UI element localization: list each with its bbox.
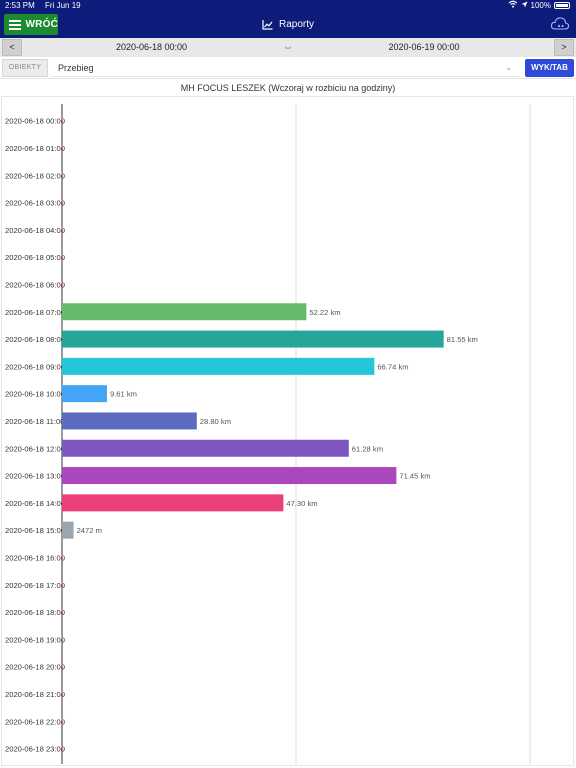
bar xyxy=(61,746,64,751)
y-tick-label: 2020-06-18 14:00 xyxy=(5,499,65,508)
y-tick-label: 2020-06-18 12:00 xyxy=(5,444,65,453)
y-tick-label: 2020-06-18 16:00 xyxy=(5,553,65,562)
cloud-icon[interactable] xyxy=(550,15,570,38)
data-label: 71.45 km xyxy=(399,472,430,481)
date-range-bar: < 2020-06-18 00:00 ⇔ 2020-06-19 00:00 > xyxy=(0,38,576,57)
status-time: 2:53 PM xyxy=(5,1,35,10)
y-tick-label: 2020-06-18 02:00 xyxy=(5,171,65,180)
data-label: 81.55 km xyxy=(447,335,478,344)
bar xyxy=(62,330,444,348)
bar xyxy=(62,412,197,430)
page-title: Raporty xyxy=(0,11,576,38)
bar xyxy=(62,439,349,457)
y-tick-label: 2020-06-18 13:00 xyxy=(5,472,65,481)
objects-button[interactable]: OBIEKTY xyxy=(2,59,48,77)
back-label: WRÓĆ xyxy=(25,19,58,30)
data-label: 52.22 km xyxy=(309,308,340,317)
y-tick-label: 2020-06-18 01:00 xyxy=(5,144,65,153)
data-label: 61.28 km xyxy=(352,444,383,453)
y-tick-label: 2020-06-18 08:00 xyxy=(5,335,65,344)
filter-bar: OBIEKTY Przebieg ⌄ WYK/TAB xyxy=(0,57,576,79)
data-label: 2472 m xyxy=(77,526,102,535)
bar xyxy=(62,385,107,403)
y-tick-label: 2020-06-18 04:00 xyxy=(5,226,65,235)
bar xyxy=(61,118,64,123)
data-label: 28.80 km xyxy=(200,417,231,426)
report-type-value: Przebieg xyxy=(58,63,94,73)
status-date: Fri Jun 19 xyxy=(45,1,81,10)
bar xyxy=(61,200,64,205)
battery-percent: 100% xyxy=(530,1,551,10)
back-button[interactable]: WRÓĆ xyxy=(4,14,58,35)
chart-table-toggle-button[interactable]: WYK/TAB xyxy=(525,59,574,77)
swap-icon[interactable]: ⇔ xyxy=(283,42,293,53)
bar xyxy=(61,637,64,642)
y-tick-label: 2020-06-18 07:00 xyxy=(5,308,65,317)
chart-area: 2020-06-18 00:00 2020-06-18 01:00 2020-06-… xyxy=(0,96,576,768)
data-label: 9.61 km xyxy=(110,390,137,399)
battery-icon xyxy=(554,2,570,9)
location-icon xyxy=(521,0,528,11)
data-label: 66.74 km xyxy=(377,362,408,371)
y-tick-label: 2020-06-18 10:00 xyxy=(5,390,65,399)
bar xyxy=(61,227,64,232)
y-tick-label: 2020-06-18 00:00 xyxy=(5,117,65,126)
bar xyxy=(62,494,284,512)
bar xyxy=(61,145,64,151)
data-label: 47.30 km xyxy=(286,499,317,508)
y-tick-label: 2020-06-18 19:00 xyxy=(5,635,65,644)
status-bar: 2:53 PM Fri Jun 19 100% xyxy=(0,0,576,11)
end-date-field[interactable]: 2020-06-19 00:00 xyxy=(388,42,460,52)
wifi-icon xyxy=(508,0,518,11)
y-tick-label: 2020-06-18 21:00 xyxy=(5,690,65,699)
y-tick-label: 2020-06-18 20:00 xyxy=(5,663,65,672)
bar xyxy=(61,582,64,587)
bar xyxy=(62,521,74,539)
bar xyxy=(62,467,397,485)
page-title-text: Raporty xyxy=(278,19,314,30)
bar xyxy=(61,691,64,697)
y-tick-label: 2020-06-18 09:00 xyxy=(5,362,65,371)
y-tick-label: 2020-06-18 18:00 xyxy=(5,608,65,617)
bar xyxy=(62,303,307,321)
bar xyxy=(62,357,375,375)
bar xyxy=(61,173,64,178)
y-tick-label: 2020-06-18 03:00 xyxy=(5,199,65,208)
bar xyxy=(61,609,64,615)
chevron-down-icon: ⌄ xyxy=(505,63,512,72)
chart-frame xyxy=(1,96,574,766)
menu-icon xyxy=(9,20,21,30)
bar xyxy=(61,719,64,724)
y-tick-label: 2020-06-18 06:00 xyxy=(5,280,65,289)
bar xyxy=(61,255,64,260)
next-day-button[interactable]: > xyxy=(554,39,574,56)
bar-chart: 2020-06-18 00:00 2020-06-18 01:00 2020-06-… xyxy=(5,104,531,764)
bar xyxy=(61,664,64,669)
y-tick-label: 2020-06-18 17:00 xyxy=(5,581,65,590)
report-type-select[interactable]: Przebieg ⌄ xyxy=(52,59,520,77)
y-tick-label: 2020-06-18 15:00 xyxy=(5,526,65,535)
start-date-field[interactable]: 2020-06-18 00:00 xyxy=(115,42,188,52)
app-header: WRÓĆ Raporty xyxy=(0,11,576,38)
bar xyxy=(61,282,64,287)
chart-title: MH FOCUS LESZEK (Wczoraj w rozbiciu na g… xyxy=(180,83,396,93)
bar xyxy=(61,555,64,560)
y-tick-label: 2020-06-18 11:00 xyxy=(5,417,64,426)
chart-icon xyxy=(262,19,273,30)
y-tick-label: 2020-06-18 22:00 xyxy=(5,717,65,726)
prev-day-button[interactable]: < xyxy=(2,39,22,56)
y-tick-label: 2020-06-18 23:00 xyxy=(5,745,65,754)
y-tick-label: 2020-06-18 05:00 xyxy=(5,253,65,262)
